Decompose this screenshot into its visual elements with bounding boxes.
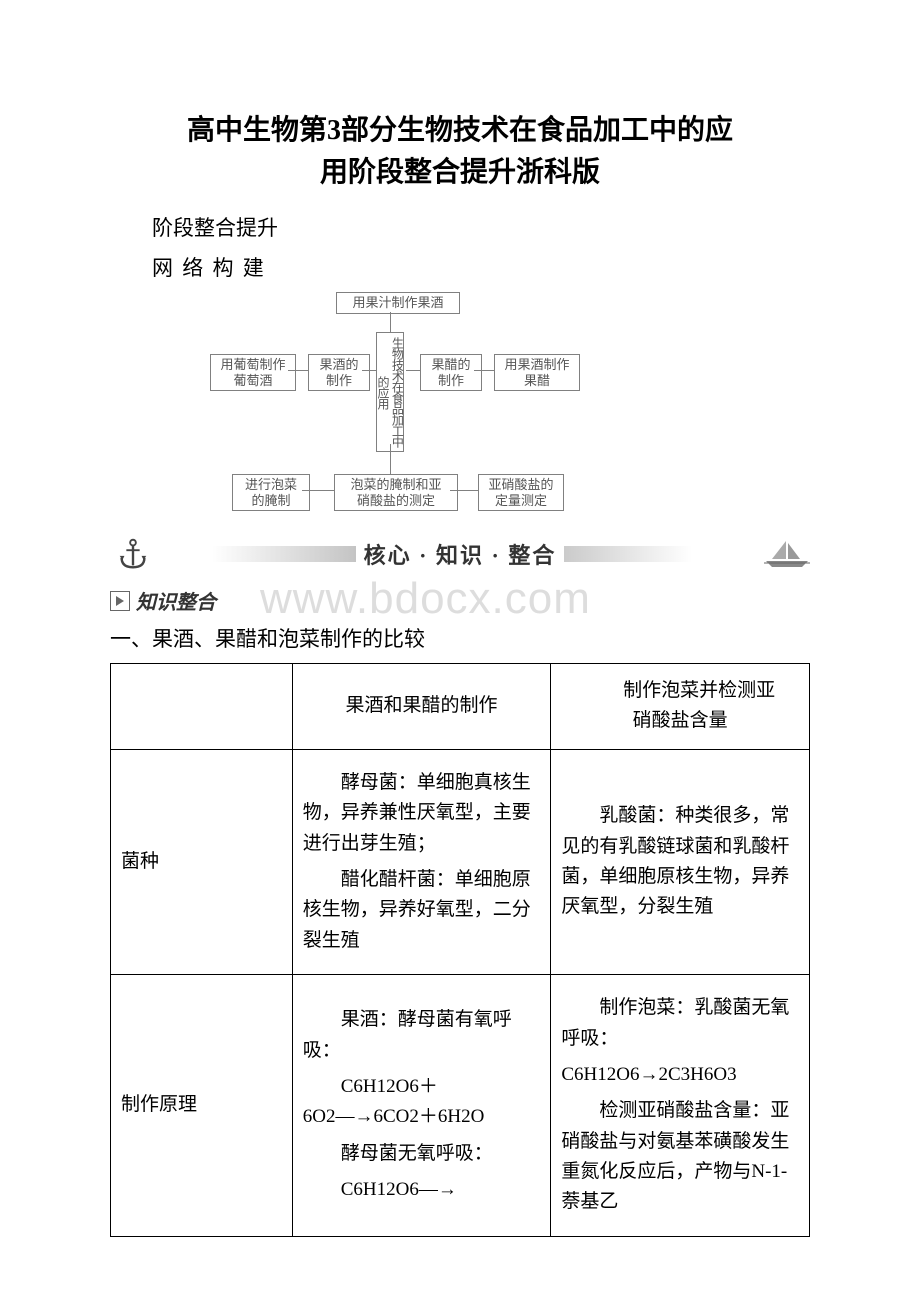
- anchor-icon: [110, 534, 156, 574]
- page-title: 高中生物第3部分生物技术在食品加工中的应 用阶段整合提升浙科版: [110, 110, 810, 194]
- diagram-node-center: 生物技术在食品加工中的应用: [376, 332, 404, 452]
- diagram-connector: [288, 370, 308, 371]
- concept-diagram: 用果汁制作果酒 用葡萄制作 葡萄酒 果酒的 制作 生物技术在食品加工中的应用 果…: [210, 292, 650, 522]
- diagram-node-grape-wine: 用葡萄制作 葡萄酒: [210, 354, 296, 391]
- table-header-wine-vinegar: 果酒和果醋的制作: [292, 664, 551, 750]
- cell-principle-pickle: 制作泡菜：乳酸菌无氧呼吸： C6H12O6→2C3H6O3 检测亚硝酸盐含量：亚…: [551, 975, 810, 1237]
- diagram-node-pickle-nitrite: 泡菜的腌制和亚 硝酸盐的测定: [334, 474, 458, 511]
- subheading-network: 网 络 构 建: [110, 252, 810, 282]
- title-line-1: 高中生物第3部分生物技术在食品加工中的应: [187, 115, 733, 146]
- section-title: 一、果酒、果醋和泡菜制作的比较: [110, 623, 810, 653]
- diagram-node-top: 用果汁制作果酒: [336, 292, 460, 314]
- banner-text: 核心 · 知识 · 整合: [356, 538, 565, 570]
- subheading-stage: 阶段整合提升: [110, 212, 810, 242]
- diagram-node-wine-making: 果酒的 制作: [308, 354, 370, 391]
- comparison-table: 果酒和果醋的制作 制作泡菜并检测亚 硝酸盐含量 菌种 酵母菌：单细胞真核生物，异…: [110, 663, 810, 1237]
- row-label-strain: 菌种: [111, 749, 293, 974]
- table-row: 制作原理 果酒：酵母菌有氧呼吸： C6H12O6＋6O2―→6CO2＋6H2O …: [111, 975, 810, 1237]
- row-label-principle: 制作原理: [111, 975, 293, 1237]
- table-row: 果酒和果醋的制作 制作泡菜并检测亚 硝酸盐含量: [111, 664, 810, 750]
- cell-strain-pickle: 乳酸菌：种类很多，常见的有乳酸链球菌和乳酸杆菌，单细胞原核生物，异养厌氧型，分裂…: [551, 749, 810, 974]
- diagram-connector: [450, 490, 478, 491]
- diagram-connector: [474, 370, 494, 371]
- table-header-pickle: 制作泡菜并检测亚 硝酸盐含量: [551, 664, 810, 750]
- cell-strain-wine: 酵母菌：单细胞真核生物，异养兼性厌氧型，主要进行出芽生殖； 醋化醋杆菌：单细胞原…: [292, 749, 551, 974]
- watermark: www.bdocx.com: [260, 574, 591, 624]
- diagram-node-pickle: 进行泡菜 的腌制: [232, 474, 310, 511]
- title-line-2: 用阶段整合提升浙科版: [320, 157, 600, 188]
- diagram-connector: [362, 370, 376, 371]
- cell-principle-wine: 果酒：酵母菌有氧呼吸： C6H12O6＋6O2―→6CO2＋6H2O 酵母菌无氧…: [292, 975, 551, 1237]
- sailboat-icon: [764, 539, 810, 569]
- diagram-node-nitrite-measure: 亚硝酸盐的 定量测定: [478, 474, 564, 511]
- table-row: 菌种 酵母菌：单细胞真核生物，异养兼性厌氧型，主要进行出芽生殖； 醋化醋杆菌：单…: [111, 749, 810, 974]
- diagram-connector: [406, 370, 420, 371]
- play-icon: [110, 591, 130, 611]
- diagram-connector: [390, 444, 391, 474]
- section-banner: 核心 · 知识 · 整合: [110, 534, 810, 574]
- diagram-connector: [302, 490, 334, 491]
- diagram-node-vinegar-making: 果醋的 制作: [420, 354, 482, 391]
- knowledge-row: 知识整合 www.bdocx.com: [110, 586, 810, 615]
- knowledge-label: 知识整合: [136, 586, 216, 615]
- diagram-node-wine-vinegar: 用果酒制作 果醋: [494, 354, 580, 391]
